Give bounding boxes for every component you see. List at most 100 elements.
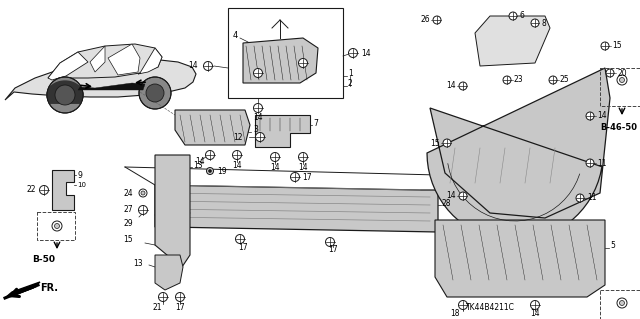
Polygon shape <box>435 220 605 297</box>
Text: 15: 15 <box>430 138 440 147</box>
Circle shape <box>253 103 262 113</box>
Circle shape <box>291 173 300 182</box>
Text: 8: 8 <box>542 19 547 27</box>
Text: 19: 19 <box>217 167 227 175</box>
Circle shape <box>433 16 441 24</box>
Text: 15: 15 <box>124 235 133 244</box>
Polygon shape <box>427 68 610 241</box>
Polygon shape <box>155 155 190 270</box>
Text: FR.: FR. <box>40 283 58 293</box>
Circle shape <box>47 77 83 113</box>
Polygon shape <box>138 48 162 74</box>
Text: 12: 12 <box>234 132 243 142</box>
Polygon shape <box>47 81 83 103</box>
Text: 17: 17 <box>175 302 185 311</box>
Text: 15: 15 <box>612 41 621 50</box>
Polygon shape <box>108 44 140 75</box>
Text: 17: 17 <box>328 244 338 254</box>
Circle shape <box>601 42 609 50</box>
Text: 3: 3 <box>253 125 258 135</box>
Text: B-46-50: B-46-50 <box>600 123 637 132</box>
Text: 11: 11 <box>587 194 596 203</box>
Text: 14: 14 <box>446 191 456 201</box>
Text: 14: 14 <box>530 308 540 317</box>
Text: 20: 20 <box>617 69 627 78</box>
Text: 13: 13 <box>133 258 143 268</box>
Text: 2: 2 <box>348 78 353 87</box>
Bar <box>228 8 343 98</box>
Text: 17: 17 <box>302 173 312 182</box>
Polygon shape <box>243 38 318 83</box>
Polygon shape <box>155 255 183 290</box>
Circle shape <box>459 82 467 90</box>
Circle shape <box>298 58 307 68</box>
Text: 14: 14 <box>446 81 456 91</box>
Circle shape <box>255 132 264 142</box>
Circle shape <box>586 112 594 120</box>
Circle shape <box>205 151 214 160</box>
Text: 18: 18 <box>451 308 460 317</box>
Circle shape <box>232 151 241 160</box>
Polygon shape <box>48 44 162 78</box>
Circle shape <box>54 224 60 228</box>
Text: 26: 26 <box>420 16 430 25</box>
Text: 14: 14 <box>232 160 242 169</box>
Text: 22: 22 <box>26 186 36 195</box>
Circle shape <box>207 167 214 174</box>
Text: 14: 14 <box>195 158 205 167</box>
Text: 13: 13 <box>193 160 203 169</box>
Circle shape <box>209 170 211 172</box>
Circle shape <box>531 300 540 309</box>
Circle shape <box>175 293 184 301</box>
Text: 10: 10 <box>77 182 86 188</box>
Polygon shape <box>52 170 74 210</box>
Polygon shape <box>475 16 550 66</box>
Circle shape <box>586 159 594 167</box>
Text: 14: 14 <box>270 162 280 172</box>
Polygon shape <box>155 185 438 232</box>
Circle shape <box>620 300 625 306</box>
Polygon shape <box>78 83 145 90</box>
Circle shape <box>204 62 212 70</box>
Circle shape <box>139 189 147 197</box>
Polygon shape <box>175 110 250 145</box>
Circle shape <box>55 85 75 105</box>
Text: 27: 27 <box>124 205 133 214</box>
Text: 9: 9 <box>77 170 82 180</box>
Circle shape <box>236 234 244 243</box>
Bar <box>600 290 640 319</box>
Text: 4: 4 <box>233 32 238 41</box>
Text: 7: 7 <box>313 118 318 128</box>
Text: 14: 14 <box>188 62 198 70</box>
Circle shape <box>326 238 335 247</box>
Circle shape <box>458 300 467 309</box>
Circle shape <box>509 12 517 20</box>
Text: 14: 14 <box>597 112 607 121</box>
Circle shape <box>459 192 467 200</box>
Circle shape <box>159 293 168 301</box>
Circle shape <box>52 221 62 231</box>
Text: 28: 28 <box>442 198 451 207</box>
Text: 25: 25 <box>560 76 570 85</box>
Circle shape <box>443 139 451 147</box>
Circle shape <box>617 75 627 85</box>
Circle shape <box>606 69 614 77</box>
Text: 29: 29 <box>124 219 133 227</box>
Circle shape <box>146 84 164 102</box>
Text: TK44B4211C: TK44B4211C <box>465 303 515 313</box>
Polygon shape <box>5 282 40 298</box>
Circle shape <box>40 186 49 195</box>
Text: 11: 11 <box>597 159 607 167</box>
Circle shape <box>617 298 627 308</box>
Circle shape <box>139 77 171 109</box>
Circle shape <box>141 191 145 195</box>
Text: 24: 24 <box>124 189 133 197</box>
Circle shape <box>298 152 307 161</box>
Bar <box>600 68 640 106</box>
Circle shape <box>138 205 147 214</box>
Text: 1: 1 <box>348 69 353 78</box>
Circle shape <box>271 152 280 161</box>
Polygon shape <box>5 60 196 100</box>
Circle shape <box>531 19 539 27</box>
Circle shape <box>503 76 511 84</box>
